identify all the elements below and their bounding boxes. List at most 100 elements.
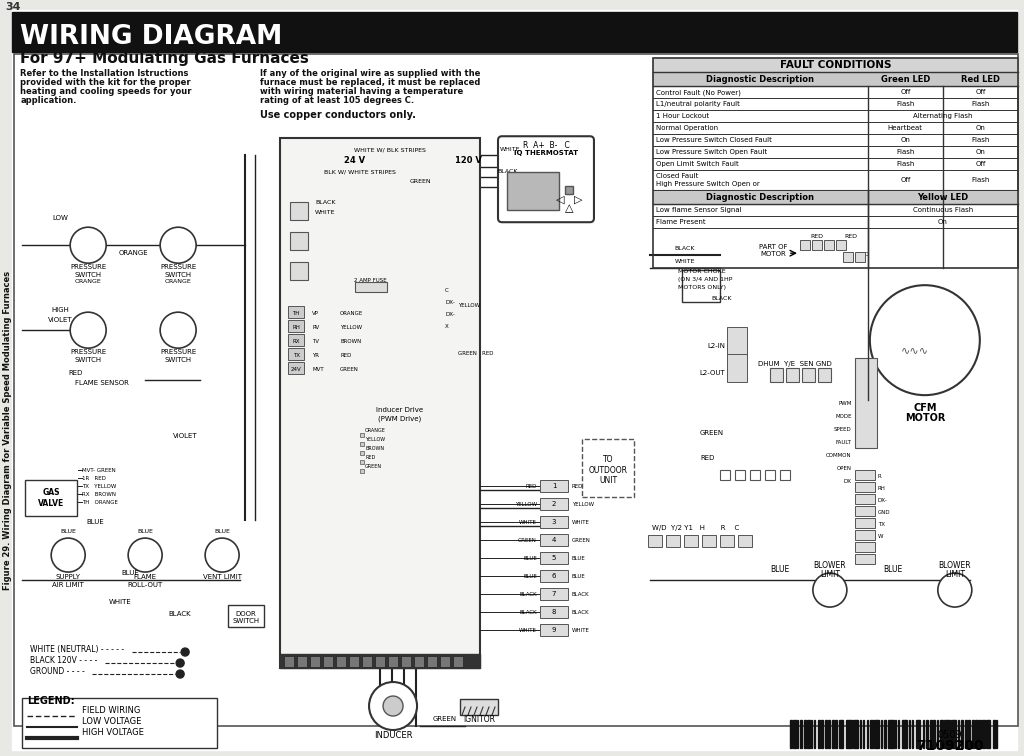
Circle shape [71,312,106,349]
Bar [831,720,834,748]
Text: W/D  Y/2 Y1   H       R    C: W/D Y/2 Y1 H R C [652,525,739,531]
Bar [801,720,803,748]
Circle shape [128,538,162,572]
Text: 6: 6 [552,573,556,579]
Text: YELLOW: YELLOW [366,437,385,442]
Bar [965,720,967,748]
Bar [937,720,938,748]
Text: Closed Fault: Closed Fault [656,173,698,179]
Text: R: R [878,473,882,479]
Text: 0509: 0509 [938,730,963,740]
Bar [401,656,411,667]
Bar [26,480,77,516]
Text: with wiring material having a temperature: with wiring material having a temperatur… [260,87,463,96]
Bar [944,720,947,748]
Text: VIOLET: VIOLET [173,433,198,439]
Text: BLACK 120V - - - -: BLACK 120V - - - - [30,656,97,665]
Text: GREEN: GREEN [410,179,431,184]
Text: Continuous Flash: Continuous Flash [912,207,973,213]
Bar [860,720,861,748]
Text: BLUE: BLUE [572,556,586,561]
Text: 7109200: 7109200 [916,739,984,753]
Bar [824,240,834,250]
Circle shape [181,648,189,656]
Text: GAS
VALVE: GAS VALVE [38,488,65,508]
Text: BLACK: BLACK [519,609,537,615]
Bar [843,253,853,262]
Bar [954,720,956,748]
Bar [336,656,346,667]
Bar [653,73,1018,86]
Text: DX-: DX- [445,312,455,318]
Bar [986,720,989,748]
Text: BLACK: BLACK [169,611,191,617]
Text: 24 V: 24 V [344,156,366,166]
Text: MVT: MVT [312,367,324,372]
Text: RED: RED [845,234,858,239]
Bar [290,262,308,280]
Bar [947,720,950,748]
Bar [856,720,858,748]
Text: Heartbeat: Heartbeat [888,125,923,132]
Text: Low flame Sensor Signal: Low flame Sensor Signal [656,207,741,213]
Text: BLACK: BLACK [572,591,590,596]
Text: GND: GND [878,510,891,515]
Text: R  A+  B-   C: R A+ B- C [522,141,569,150]
Bar [281,654,480,668]
Text: furnace must be replaced, it must be replaced: furnace must be replaced, it must be rep… [260,79,480,87]
Bar [828,720,830,748]
Text: GREEN: GREEN [433,716,457,722]
Text: BLACK: BLACK [519,591,537,596]
Bar [288,349,304,360]
Text: BLOWER: BLOWER [939,561,971,569]
Bar [888,720,891,748]
Text: Yellow LED: Yellow LED [918,193,969,202]
Text: IQ THERMOSTAT: IQ THERMOSTAT [514,150,579,156]
Bar [727,327,746,355]
Text: Flash: Flash [896,149,914,155]
Bar [360,451,365,455]
Bar [855,518,874,528]
Text: Alternating Flash: Alternating Flash [913,113,973,119]
Text: COMMON: COMMON [826,453,852,457]
Text: 2: 2 [552,501,556,507]
Bar [735,470,744,480]
Text: BLUE: BLUE [121,570,139,576]
Circle shape [383,696,403,716]
Text: RED: RED [68,370,82,376]
Text: PRESSURE: PRESSURE [160,264,197,270]
Text: Flash: Flash [971,101,989,107]
Text: provided with the kit for the proper: provided with the kit for the proper [20,79,190,87]
Bar [885,720,886,748]
Text: ORANGE: ORANGE [119,250,147,256]
Circle shape [869,285,980,395]
Text: SWITCH: SWITCH [165,357,191,363]
Bar [540,552,568,564]
Bar [284,656,294,667]
Bar [540,534,568,546]
Text: Normal Operation: Normal Operation [656,125,718,132]
Text: Off: Off [900,89,910,95]
Text: PRESSURE: PRESSURE [70,264,106,270]
Text: For 97+ Modulating Gas Furnaces: For 97+ Modulating Gas Furnaces [20,51,309,67]
Bar [582,439,634,497]
Text: RED: RED [857,253,869,257]
Bar [802,368,815,382]
Bar [540,480,568,492]
Bar [969,720,970,748]
Bar [540,498,568,510]
Text: VENT LIMIT: VENT LIMIT [203,574,242,580]
Text: LEGEND:: LEGEND: [28,696,75,706]
Text: GREEN: GREEN [572,538,591,543]
Bar [540,588,568,600]
Bar [288,306,304,318]
Text: BLACK: BLACK [675,246,695,251]
Text: ORANGE: ORANGE [165,279,191,284]
Text: 8: 8 [552,609,556,615]
Circle shape [176,659,184,667]
Text: TO
OUTDOOR
UNIT: TO OUTDOOR UNIT [589,455,628,485]
Text: application.: application. [20,96,77,105]
Bar [818,720,820,748]
Bar [836,240,846,250]
Text: Control Fault (No Power): Control Fault (No Power) [656,89,740,95]
